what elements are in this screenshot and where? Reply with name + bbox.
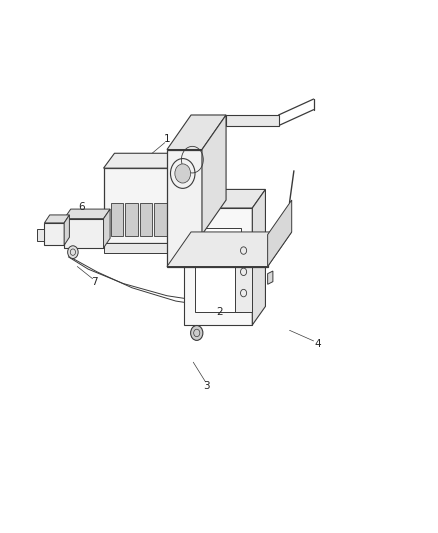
- Polygon shape: [103, 168, 173, 243]
- Polygon shape: [103, 243, 173, 253]
- Polygon shape: [184, 189, 265, 208]
- Text: 1: 1: [163, 134, 170, 144]
- Polygon shape: [103, 209, 110, 248]
- Polygon shape: [173, 168, 185, 248]
- Polygon shape: [267, 271, 272, 284]
- Text: 2: 2: [215, 306, 223, 317]
- Polygon shape: [173, 243, 185, 259]
- Polygon shape: [103, 154, 184, 168]
- Polygon shape: [226, 115, 278, 126]
- Text: 4: 4: [314, 338, 321, 349]
- Polygon shape: [64, 219, 103, 248]
- Text: 3: 3: [203, 381, 209, 391]
- Polygon shape: [64, 215, 69, 245]
- Polygon shape: [166, 150, 267, 266]
- Polygon shape: [44, 215, 69, 223]
- Polygon shape: [64, 209, 110, 219]
- Polygon shape: [252, 189, 265, 325]
- Circle shape: [67, 246, 78, 259]
- Polygon shape: [36, 229, 44, 241]
- Polygon shape: [140, 203, 152, 236]
- Text: 7: 7: [91, 278, 98, 287]
- Polygon shape: [166, 232, 291, 266]
- Polygon shape: [184, 208, 252, 325]
- Circle shape: [174, 164, 190, 183]
- Polygon shape: [201, 115, 226, 235]
- Polygon shape: [166, 115, 226, 150]
- Polygon shape: [44, 223, 64, 245]
- Text: 6: 6: [78, 202, 85, 212]
- Circle shape: [190, 326, 202, 341]
- Polygon shape: [111, 203, 123, 236]
- Polygon shape: [125, 203, 138, 236]
- Polygon shape: [267, 200, 291, 266]
- Polygon shape: [234, 261, 252, 312]
- Polygon shape: [195, 228, 241, 312]
- Polygon shape: [154, 203, 166, 236]
